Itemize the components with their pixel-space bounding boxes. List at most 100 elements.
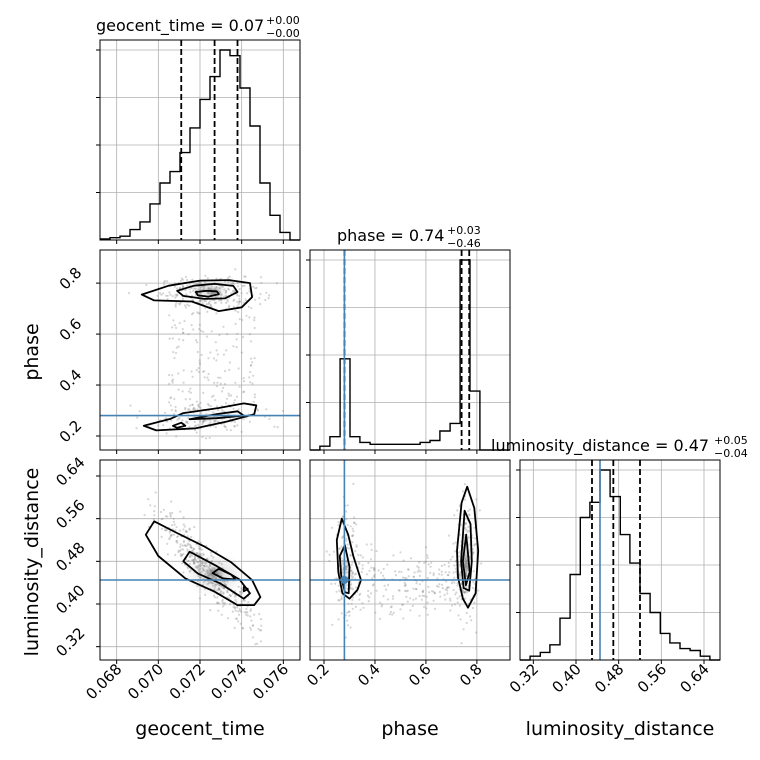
sample-point [361, 556, 364, 559]
sample-point [233, 425, 236, 428]
sample-point [389, 606, 393, 609]
sample-point [452, 571, 455, 574]
sample-point [246, 614, 249, 617]
sample-point [240, 292, 243, 295]
sample-point [460, 642, 463, 645]
sample-point [168, 314, 171, 317]
sample-point [202, 370, 205, 373]
sample-point [174, 410, 177, 413]
sample-point [446, 586, 449, 590]
sample-point [391, 613, 394, 616]
sample-point [191, 278, 194, 281]
contour-line [460, 509, 473, 592]
x-tick-label-geocent-time: 0.076 [249, 660, 292, 703]
sample-point [182, 552, 185, 556]
sample-point [192, 312, 195, 315]
sample-point [340, 536, 344, 539]
sample-point [160, 518, 163, 521]
sample-point [183, 544, 186, 547]
sample-point [236, 606, 239, 609]
sample-point [173, 324, 176, 327]
sample-point [384, 588, 388, 591]
sample-point [383, 584, 386, 587]
sample-point [353, 521, 356, 524]
grid-0-1 [100, 250, 300, 450]
sample-point [199, 552, 202, 556]
title-phase-sub: −0.46 [447, 237, 481, 250]
sample-point [215, 312, 218, 315]
sample-point [406, 600, 409, 603]
title-phase: phase = 0.74 +0.03 −0.46 [337, 224, 481, 250]
sample-point [189, 544, 192, 548]
sample-point [232, 407, 235, 410]
sample-point [354, 572, 357, 576]
sample-point [198, 553, 201, 556]
histogram-luminosity-distance [520, 469, 720, 661]
y-tick-label-luminosity-distance: 0.56 [52, 496, 88, 532]
sample-point [450, 581, 453, 585]
sample-point [187, 408, 190, 411]
sample-point [349, 587, 352, 590]
sample-point [347, 602, 350, 605]
sample-point [446, 573, 449, 577]
sample-point [426, 554, 429, 557]
sample-point [169, 293, 172, 296]
sample-point [347, 624, 350, 627]
sample-point [220, 301, 223, 304]
sample-point [338, 547, 341, 550]
sample-point [340, 597, 343, 600]
sample-point [366, 573, 369, 576]
grid-2-2 [520, 460, 720, 660]
sample-point [420, 598, 423, 601]
sample-point [258, 612, 261, 616]
sample-point [375, 589, 378, 592]
sample-point [163, 281, 166, 284]
sample-point [438, 590, 441, 594]
sample-point [181, 278, 185, 281]
sample-point [353, 516, 356, 519]
sample-point [248, 316, 251, 319]
sample-point [182, 286, 185, 289]
sample-point [181, 284, 184, 287]
sample-point [461, 490, 464, 493]
sample-point [198, 597, 201, 600]
sample-point [195, 543, 198, 546]
sample-point [176, 293, 179, 296]
sample-point [197, 553, 200, 556]
sample-point [172, 517, 175, 520]
sample-point [404, 589, 407, 593]
sample-point [182, 339, 185, 342]
sample-point [224, 369, 227, 373]
sample-point [228, 594, 231, 597]
sample-point [156, 294, 159, 297]
sample-point [215, 349, 218, 352]
sample-point [409, 557, 413, 560]
sample-point [220, 613, 223, 616]
sample-point [184, 530, 187, 534]
sample-point [259, 618, 263, 621]
sample-point [350, 602, 353, 605]
sample-point [250, 619, 253, 622]
sample-point [246, 292, 249, 295]
sample-point [192, 548, 195, 551]
sample-point [186, 303, 189, 306]
sample-point [154, 491, 157, 494]
sample-point [441, 587, 444, 590]
sample-point [475, 631, 478, 634]
sample-point [451, 555, 454, 559]
sample-point [179, 543, 182, 546]
sample-point [347, 547, 350, 550]
sample-point [429, 565, 432, 568]
sample-point [254, 287, 257, 290]
sample-point [189, 387, 192, 390]
sample-point [231, 290, 235, 293]
sample-point [241, 627, 244, 630]
sample-point [202, 391, 205, 394]
sample-point [421, 594, 424, 597]
sample-point [432, 572, 435, 575]
sample-point [405, 577, 408, 580]
sample-point [191, 403, 194, 406]
sample-point [424, 546, 428, 549]
sample-point [249, 364, 252, 367]
